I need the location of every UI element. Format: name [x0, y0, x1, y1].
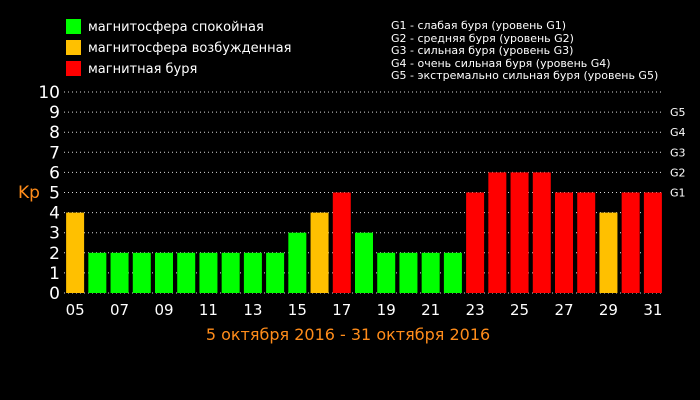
y-tick-label: 1 — [49, 264, 60, 284]
date-range-label: 5 октября 2016 - 31 октября 2016 — [206, 325, 490, 344]
legend-swatch-excited — [66, 40, 81, 55]
bar-08 — [132, 252, 151, 293]
legend-label-excited: магнитосфера возбужденная — [88, 41, 291, 56]
g-level-label: G2 — [670, 166, 686, 179]
bar-22 — [443, 252, 462, 293]
bar-27 — [555, 192, 573, 293]
g-scale-item-g3: G3 - сильная буря (уровень G3) — [391, 44, 573, 57]
x-tick-label: 29 — [599, 301, 618, 319]
x-tick-label: 13 — [243, 301, 262, 319]
bar-11 — [199, 252, 218, 293]
bar-17 — [332, 192, 351, 293]
legend-swatch-storm — [66, 61, 81, 76]
bar-18 — [355, 232, 373, 293]
legend-label-storm: магнитная буря — [88, 62, 197, 77]
y-tick-label: 2 — [49, 244, 60, 264]
y-tick-label: 7 — [49, 143, 60, 163]
legend-label-quiet: магнитосфера спокойная — [88, 20, 264, 35]
x-tick-label: 19 — [377, 301, 396, 319]
y-tick-label: 6 — [49, 163, 60, 183]
y-tick-label: 0 — [49, 284, 60, 304]
bar-23 — [466, 192, 485, 293]
x-tick-label: 27 — [554, 301, 573, 319]
x-tick-label: 15 — [288, 301, 307, 319]
bar-15 — [288, 232, 307, 293]
bar-25 — [510, 172, 529, 293]
bar-09 — [155, 252, 173, 293]
x-tick-labels: 05 07 09 11 13 15 17 19 21 23 25 27 29 31 — [66, 301, 663, 319]
y-tick-label: 8 — [49, 123, 60, 143]
x-tick-label: 05 — [66, 301, 85, 319]
legend: магнитосфера спокойная магнитосфера возб… — [66, 19, 291, 77]
bar-26 — [532, 172, 551, 293]
y-tick-label: 3 — [49, 224, 60, 244]
y-tick-label: 4 — [49, 204, 60, 224]
x-tick-label: 11 — [199, 301, 218, 319]
y-tick-label: 10 — [38, 83, 60, 103]
bar-29 — [599, 212, 618, 293]
x-tick-label: 07 — [110, 301, 129, 319]
bar-28 — [577, 192, 596, 293]
bar-12 — [221, 252, 240, 293]
bars — [66, 172, 662, 293]
bar-06 — [88, 252, 107, 293]
bar-14 — [266, 252, 285, 293]
y-tick-label: 9 — [49, 103, 60, 123]
g-level-labels: G1 G2 G3 G4 G5 — [670, 106, 686, 199]
bar-13 — [243, 252, 262, 293]
g-scale-item-g5: G5 - экстремально сильная буря (уровень … — [391, 69, 658, 82]
g-scale-item-g4: G4 - очень сильная буря (уровень G4) — [391, 57, 611, 70]
x-tick-label: 17 — [332, 301, 351, 319]
x-tick-label: 09 — [154, 301, 173, 319]
x-tick-label: 25 — [510, 301, 529, 319]
g-level-label: G5 — [670, 106, 686, 119]
bar-07 — [110, 252, 129, 293]
x-tick-label: 21 — [421, 301, 440, 319]
g-level-label: G3 — [670, 146, 686, 159]
bar-05 — [66, 212, 85, 293]
y-axis-label: Kp — [18, 183, 40, 203]
y-tick-label: 5 — [49, 184, 60, 204]
bar-20 — [399, 252, 418, 293]
g-scale-legend: G1 - слабая буря (уровень G1) G2 - средн… — [391, 19, 658, 82]
bar-31 — [643, 192, 662, 293]
bar-21 — [421, 252, 440, 293]
g-scale-item-g1: G1 - слабая буря (уровень G1) — [391, 19, 566, 32]
bar-16 — [310, 212, 329, 293]
legend-swatch-quiet — [66, 19, 81, 34]
bar-19 — [377, 252, 396, 293]
bar-30 — [621, 192, 640, 293]
bar-24 — [488, 172, 507, 293]
x-tick-label: 23 — [466, 301, 485, 319]
bar-10 — [177, 252, 196, 293]
g-level-label: G4 — [670, 126, 686, 139]
x-tick-label: 31 — [643, 301, 662, 319]
g-level-label: G1 — [670, 187, 686, 200]
g-scale-item-g2: G2 - средняя буря (уровень G2) — [391, 32, 574, 45]
